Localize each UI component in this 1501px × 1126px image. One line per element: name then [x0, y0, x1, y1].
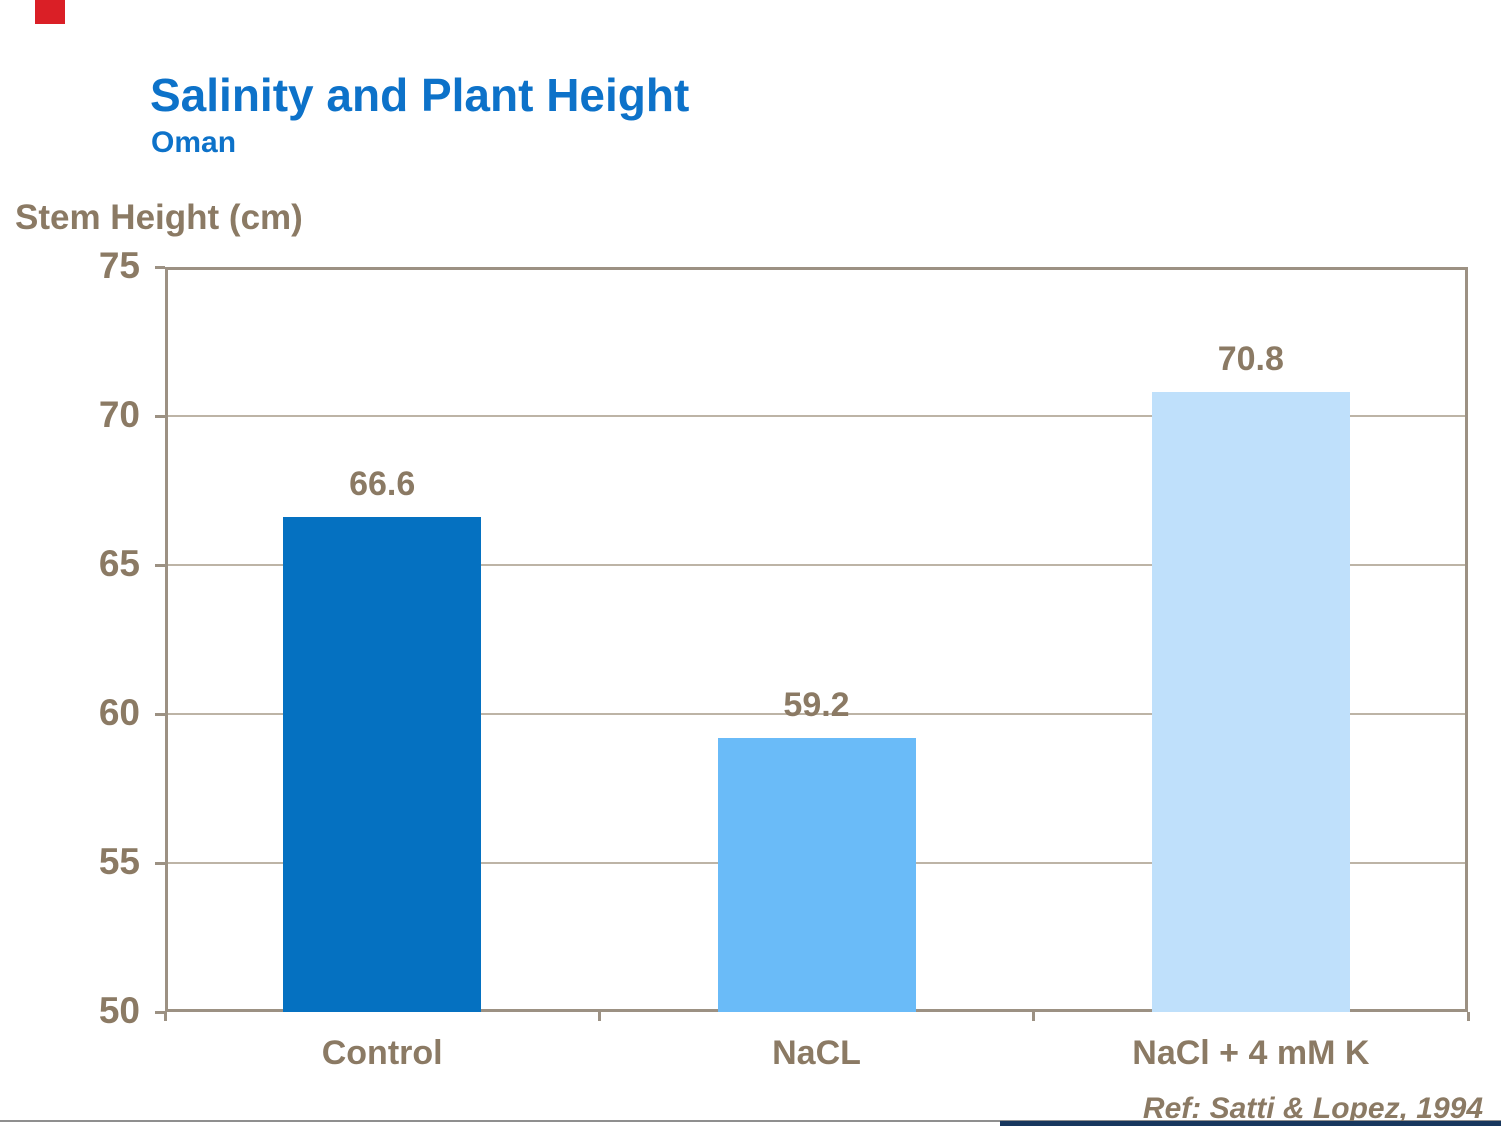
y-tick-75: [155, 266, 165, 269]
bar-control: [283, 517, 482, 1012]
y-tick-label-65: 65: [98, 543, 140, 584]
y-tick-65: [155, 564, 165, 567]
value-label-control: 66.6: [349, 465, 416, 504]
y-tick-label-75: 75: [98, 245, 140, 286]
gridline-70: [168, 415, 1465, 417]
category-label-control: Control: [321, 1034, 443, 1072]
y-tick-label-70: 70: [98, 394, 140, 435]
y-axis-title: Stem Height (cm): [15, 198, 303, 237]
y-tick-55: [155, 862, 165, 865]
value-label-nacl: 59.2: [783, 685, 850, 724]
footer-accent-bar: [1000, 1121, 1501, 1126]
x-tick-3: [1466, 1012, 1470, 1021]
y-tick-label-50: 50: [98, 990, 140, 1031]
x-tick-2: [1032, 1012, 1036, 1021]
y-tick-label-55: 55: [98, 841, 140, 882]
category-label-nacl-4-mm-k: NaCl + 4 mM K: [1132, 1034, 1370, 1072]
chart-title: Salinity and Plant Height: [150, 69, 690, 121]
y-tick-50: [155, 1011, 165, 1014]
bar-nacl: [717, 737, 916, 1012]
red-corner-mark: [35, 0, 65, 24]
gridline-65: [168, 564, 1465, 566]
chart-subtitle: Oman: [151, 126, 237, 159]
footer-rule: [0, 1120, 1501, 1122]
x-tick-1: [597, 1012, 601, 1021]
gridline-60: [168, 713, 1465, 715]
x-tick-0: [163, 1012, 167, 1021]
value-label-nacl-4-mm-k: 70.8: [1217, 340, 1284, 379]
category-label-nacl: NaCL: [772, 1034, 861, 1072]
y-tick-70: [155, 415, 165, 418]
y-tick-label-60: 60: [98, 692, 140, 733]
bar-nacl-4-mm-k: [1151, 392, 1350, 1012]
reference-citation: Ref: Satti & Lopez, 1994: [1142, 1092, 1483, 1125]
y-tick-60: [155, 713, 165, 716]
